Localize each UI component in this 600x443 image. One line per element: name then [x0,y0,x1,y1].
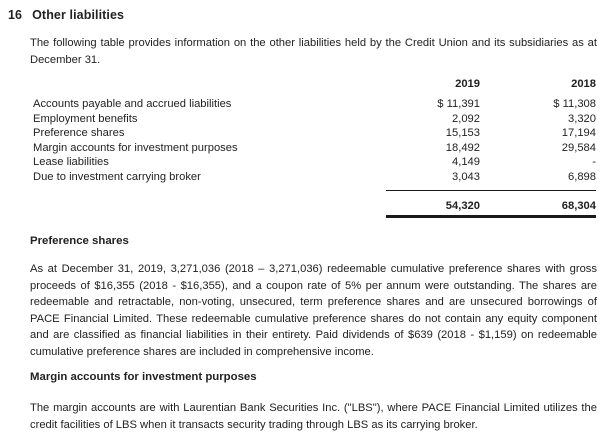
total-rule [386,215,596,218]
row-label: Accounts payable and accrued liabilities [33,98,232,110]
value-2018: $ 11,308 [553,98,596,110]
value-2018: 17,194 [561,127,596,139]
row-label: Lease liabilities [33,156,109,168]
preference-shares-paragraph: As at December 31, 2019, 3,271,036 (2018… [30,263,597,358]
row-label: Preference shares [33,127,125,139]
section-heading: 16 Other liabilities [8,8,124,22]
value-2019: 15,153 [445,127,480,139]
total-2018: 68,304 [561,200,596,212]
table-header-row: 2019 2018 [33,77,596,92]
intro-paragraph: The following table provides information… [30,37,597,66]
table-row: Lease liabilities 4,149 - [33,155,596,170]
margin-accounts-heading: Margin accounts for investment purposes [30,371,257,383]
col-header-2018: 2018 [571,78,596,90]
value-2019: 2,092 [452,112,480,125]
value-2019: 3,043 [452,170,480,183]
value-2018: 29,584 [561,141,596,154]
total-label-spacer [33,199,368,214]
total-2019: 54,320 [445,200,480,212]
table-row: Due to investment carrying broker 3,043 … [33,170,596,185]
value-2018: 3,320 [568,112,596,125]
section-number: 16 [8,8,23,22]
table-row: Preference shares 15,153 17,194 [33,126,596,141]
table-header-spacer [33,77,368,92]
value-2019: 4,149 [452,156,480,168]
value-2019: $ 11,391 [437,98,480,110]
col-header-2019: 2019 [455,78,480,90]
table-row: Margin accounts for investment purposes … [33,141,596,156]
section-title: Other liabilities [32,8,125,22]
value-2019: 18,492 [445,141,480,154]
row-label: Due to investment carrying broker [33,170,201,183]
value-2018: 6,898 [568,170,596,183]
margin-accounts-paragraph: The margin accounts are with Laurentian … [30,402,597,431]
table-row: Accounts payable and accrued liabilities… [33,97,596,112]
value-2018: - [592,156,596,168]
row-label: Margin accounts for investment purposes [33,141,238,154]
table-row: Employment benefits 2,092 3,320 [33,112,596,127]
row-label: Employment benefits [33,112,138,125]
total-row: 54,320 68,304 [33,199,596,214]
preference-shares-heading: Preference shares [30,235,129,247]
liabilities-table: Accounts payable and accrued liabilities… [33,97,596,184]
subtotal-rule [386,190,596,191]
